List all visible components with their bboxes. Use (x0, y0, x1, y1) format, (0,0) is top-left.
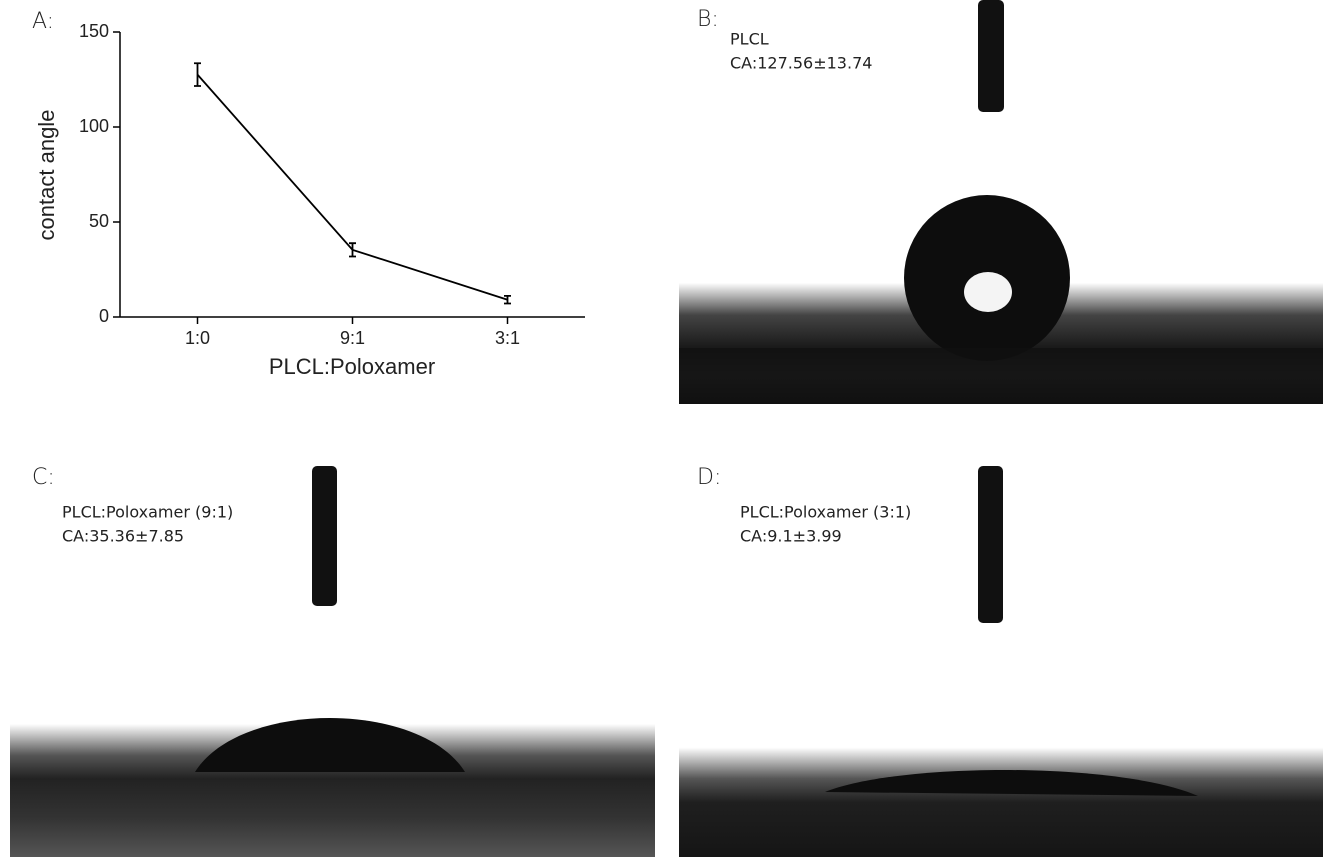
error-bar (194, 62, 201, 87)
panel-annotation: CA:127.56±13.74 (730, 54, 872, 73)
photo-b (679, 0, 1323, 404)
panel-label: D: (697, 465, 721, 490)
x-axis-label: PLCL:Poloxamer (269, 354, 435, 379)
data-line (196, 74, 508, 301)
panel-label: B: (697, 7, 719, 32)
y-tick-label: 150 (79, 21, 109, 41)
error-bar (504, 295, 511, 305)
panel-label: C: (32, 465, 55, 490)
x-tick-label: 3:1 (495, 328, 520, 348)
error-bar (349, 242, 356, 258)
y-tick-label: 50 (89, 211, 109, 231)
panel-annotation: PLCL:Poloxamer (9:1) (62, 503, 233, 522)
panel-annotation: CA:35.36±7.85 (62, 527, 184, 546)
x-tick-label: 9:1 (340, 328, 365, 348)
panel-annotation: CA:9.1±3.99 (740, 527, 842, 546)
y-axis-label: contact angle (34, 110, 59, 241)
panel-annotation: PLCL:Poloxamer (3:1) (740, 503, 911, 522)
y-tick-label: 0 (99, 306, 109, 326)
x-tick-label: 1:0 (185, 328, 210, 348)
photo-d (679, 466, 1323, 857)
photo-c (10, 466, 655, 857)
panel-label: A: (32, 9, 54, 34)
panel-annotation: PLCL (730, 30, 769, 49)
y-tick-label: 100 (79, 116, 109, 136)
